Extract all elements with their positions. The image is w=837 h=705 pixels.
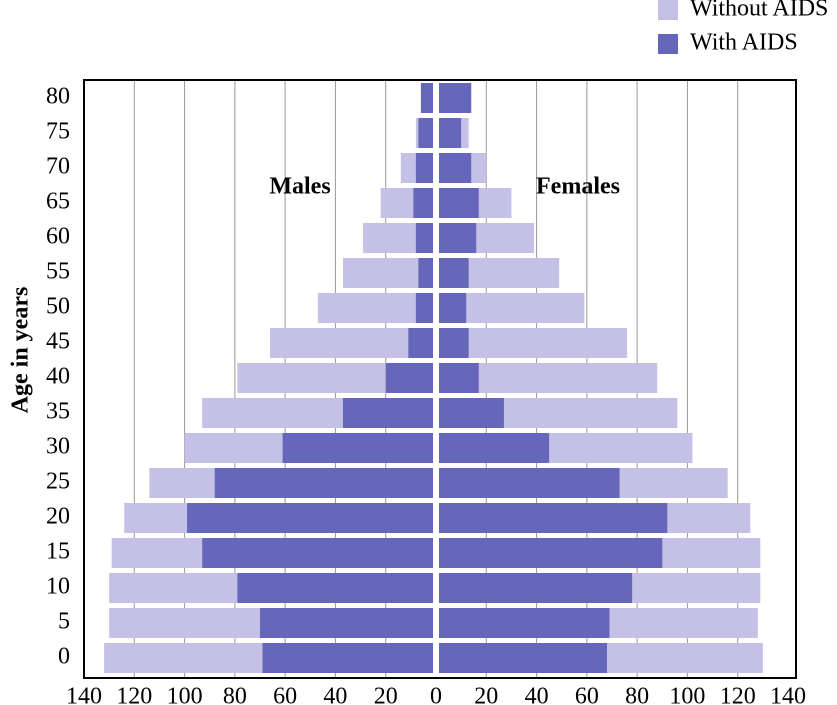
x-tick-label: 140 xyxy=(770,684,806,705)
y-tick-label: 15 xyxy=(46,539,70,565)
x-tick-label: 120 xyxy=(720,684,756,705)
male-bar xyxy=(270,328,433,358)
male-bar xyxy=(202,538,433,568)
y-tick-label: 30 xyxy=(46,434,70,460)
x-tick-label: 60 xyxy=(575,684,599,705)
x-tick-label: 40 xyxy=(525,684,549,705)
male-bar xyxy=(415,293,433,323)
male-bar xyxy=(408,328,433,358)
male-bar xyxy=(282,433,433,463)
x-tick-label: 40 xyxy=(323,684,347,705)
y-tick-label: 55 xyxy=(46,259,70,285)
male-bar xyxy=(418,258,433,288)
male-bar xyxy=(342,398,433,428)
x-tick-label: 80 xyxy=(223,684,247,705)
y-tick-label: 80 xyxy=(46,84,70,110)
y-tick-label: 40 xyxy=(46,364,70,390)
legend-label: With AIDS xyxy=(690,30,798,56)
x-tick-label: 80 xyxy=(625,684,649,705)
y-tick-label: 75 xyxy=(46,119,70,145)
female-bar xyxy=(439,643,607,673)
x-tick-label: 20 xyxy=(474,684,498,705)
male-bar xyxy=(342,258,433,288)
female-bar xyxy=(439,328,628,358)
female-bar xyxy=(439,153,472,183)
male-bar xyxy=(214,468,433,498)
x-tick-label: 100 xyxy=(669,684,705,705)
female-bar xyxy=(439,363,479,393)
male-bar xyxy=(262,643,433,673)
y-tick-label: 60 xyxy=(46,224,70,250)
y-tick-label: 50 xyxy=(46,294,70,320)
female-bar xyxy=(439,188,479,218)
male-bar xyxy=(187,503,433,533)
x-tick-label: 100 xyxy=(167,684,203,705)
y-tick-label: 70 xyxy=(46,154,70,180)
y-tick-label: 5 xyxy=(58,609,70,635)
male-bar xyxy=(418,118,433,148)
male-bar xyxy=(237,573,433,603)
y-tick-label: 10 xyxy=(46,574,70,600)
female-bar xyxy=(439,223,477,253)
female-bar xyxy=(439,433,550,463)
female-bar xyxy=(439,608,610,638)
male-bar xyxy=(260,608,433,638)
female-bar xyxy=(439,398,504,428)
y-tick-label: 25 xyxy=(46,469,70,495)
female-bar xyxy=(439,328,469,358)
female-bar xyxy=(439,468,620,498)
legend-swatch xyxy=(658,0,678,20)
annotation: Males xyxy=(269,174,330,200)
male-bar xyxy=(415,153,433,183)
y-tick-label: 45 xyxy=(46,329,70,355)
x-tick-label: 60 xyxy=(273,684,297,705)
male-bar xyxy=(415,223,433,253)
y-tick-label: 20 xyxy=(46,504,70,530)
male-bar xyxy=(413,188,433,218)
x-tick-label: 120 xyxy=(116,684,152,705)
x-tick-label: 140 xyxy=(66,684,102,705)
annotation: Females xyxy=(536,174,620,200)
female-bar xyxy=(439,258,469,288)
legend-swatch xyxy=(658,34,678,54)
male-bar xyxy=(420,83,433,113)
male-bar xyxy=(385,363,433,393)
female-bar xyxy=(439,293,467,323)
y-tick-label: 65 xyxy=(46,189,70,215)
y-axis-label: Age in years xyxy=(8,287,34,414)
x-tick-label: 20 xyxy=(374,684,398,705)
x-tick-label: 0 xyxy=(430,684,442,705)
y-tick-label: 0 xyxy=(58,644,70,670)
female-bar xyxy=(439,503,668,533)
male-bar xyxy=(317,293,433,323)
female-bar xyxy=(439,118,462,148)
legend-label: Without AIDS xyxy=(690,0,828,22)
female-bar xyxy=(439,573,633,603)
female-bar xyxy=(439,538,663,568)
y-tick-label: 35 xyxy=(46,399,70,425)
female-bar xyxy=(439,83,472,113)
